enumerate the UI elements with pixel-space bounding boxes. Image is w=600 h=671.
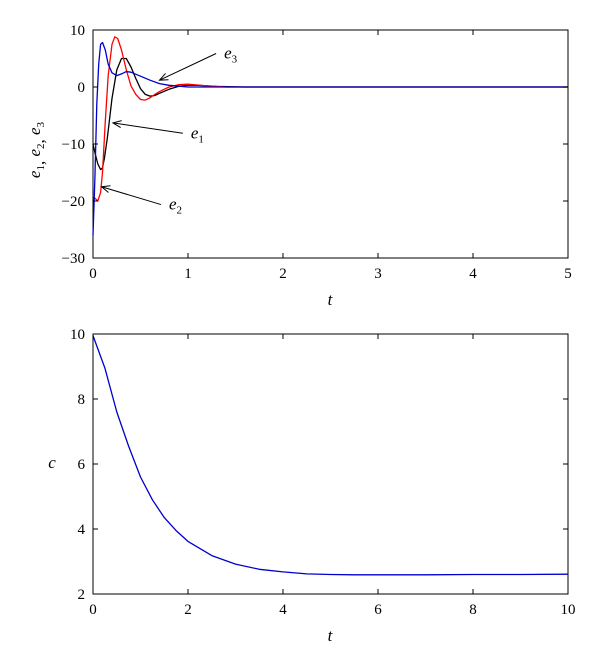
annotation-arrowhead-e2 [100,185,111,193]
plot-c-xticks: 0 2 4 6 8 10 [89,334,576,618]
x-tick-label: 4 [279,602,287,618]
plot-errors-xticks: 0 1 2 3 4 5 [89,30,572,282]
plot-errors-lines [92,36,568,236]
y-tick-label: 10 [70,23,85,39]
series-line-e3 [92,41,568,236]
annotation-arrow-e1 [112,122,183,134]
annotation-arrow-e3 [159,53,217,81]
plot-errors-annotations: e3 e1 e2 [100,44,238,217]
plot-c-xlabel: t [328,626,334,645]
x-tick-label: 2 [184,602,192,618]
x-tick-label: 8 [469,602,477,618]
y-tick-label: 6 [78,457,86,473]
x-tick-label: 10 [561,602,576,618]
plot-errors-ylabel: e1, e2, e3 [25,121,48,178]
x-tick-label: 6 [374,602,382,618]
x-tick-label: 3 [374,266,382,282]
annotation-arrow-e2 [101,186,162,206]
plot-errors-frame [92,29,569,259]
x-tick-label: 4 [469,266,477,282]
x-tick-label: 0 [89,266,97,282]
plot-c-lines [92,335,569,576]
annotation-label-e3: e3 [224,44,238,66]
plot-c-ylabel: c [48,453,56,472]
y-tick-label: 10 [70,327,85,343]
annotation-label-e2: e2 [169,195,182,217]
annotation-arrowhead-e3 [158,73,169,81]
annotation-arrowhead-e1 [111,120,122,129]
plot-c-yticks: 10 8 6 4 2 [70,327,568,603]
y-tick-label: −30 [62,251,85,267]
x-tick-label: 0 [89,602,97,618]
y-tick-label: 2 [78,587,86,603]
x-tick-label: 2 [279,266,287,282]
annotation-label-e1: e1 [191,123,204,145]
y-tick-label: 8 [78,392,86,408]
series-line-e2 [92,36,568,202]
plot-errors-xlabel: t [328,290,334,309]
y-tick-label: 4 [78,522,86,538]
plot-errors-yticks: 10 0 −10 −20 −30 [62,23,568,267]
series-line-c [92,335,569,576]
y-tick-label: 0 [78,80,86,96]
y-tick-label: −20 [62,194,85,210]
plot-c-frame [92,333,569,595]
x-tick-label: 1 [184,266,192,282]
y-tick-label: −10 [62,137,85,153]
x-tick-label: 5 [564,266,572,282]
plot-errors: e3 e1 e2 0 1 2 3 4 5 10 0 −10 −20 −30 t e1, e2, e3 [25,23,572,309]
